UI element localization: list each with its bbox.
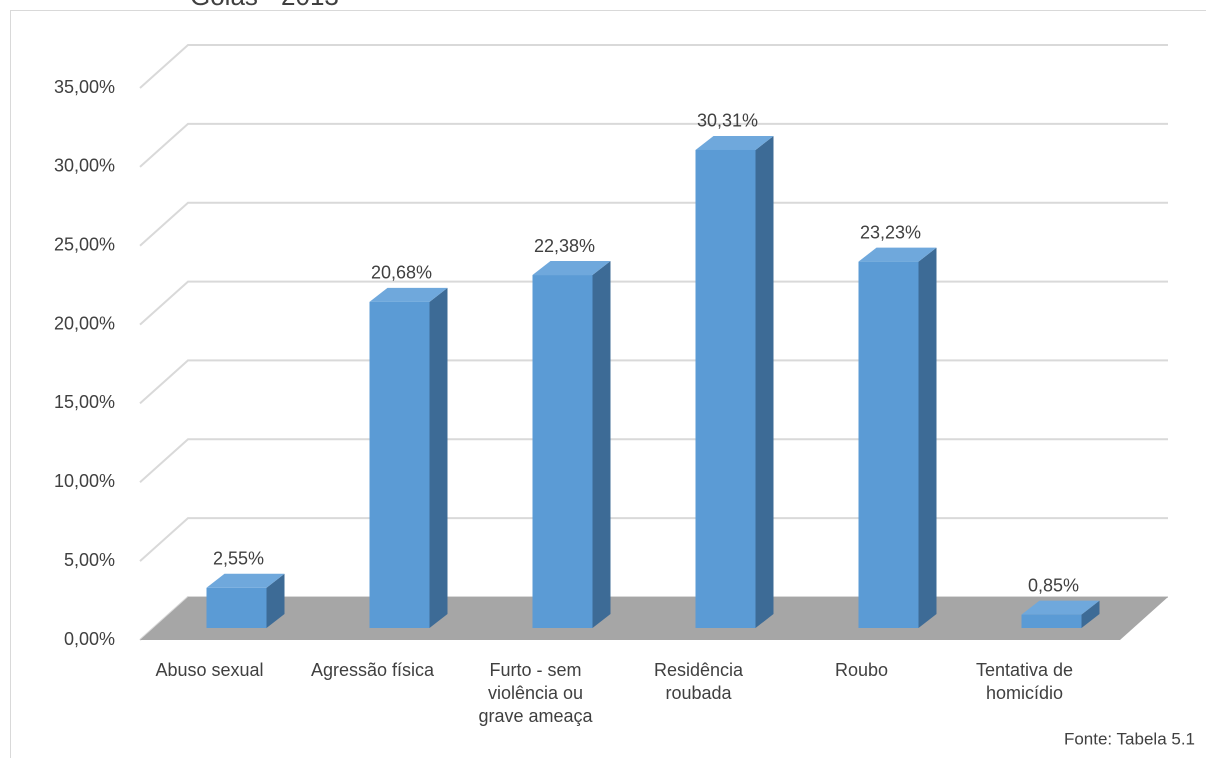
y-tick-label: 10,00% xyxy=(54,471,115,491)
x-tick-label: Agressão física xyxy=(310,660,435,680)
bar xyxy=(206,587,267,628)
x-tick-label: Tentativa de homicídio xyxy=(975,660,1074,703)
source-note: Fonte: Tabela 5.1 xyxy=(1064,729,1195,748)
bar-side xyxy=(918,247,937,629)
bar-side xyxy=(1081,600,1100,628)
y-tick-label: 20,00% xyxy=(54,313,115,333)
value-label: 23,23% xyxy=(860,222,921,242)
y-tick-label: 0,00% xyxy=(64,629,115,649)
bar-side xyxy=(429,287,448,628)
grid-line xyxy=(139,201,1168,247)
grid-line xyxy=(139,438,1168,484)
bar-side xyxy=(755,135,774,628)
x-tick-label: Residência roubada xyxy=(653,660,744,703)
bar-top xyxy=(369,287,448,302)
grid-line xyxy=(139,280,1168,326)
bar-side xyxy=(592,261,611,628)
bar-top xyxy=(206,573,285,588)
y-tick-label: 35,00% xyxy=(54,77,115,97)
bar-top xyxy=(532,261,611,276)
bar-top xyxy=(695,135,774,150)
x-tick-label: Abuso sexual xyxy=(155,660,264,680)
y-tick-label: 30,00% xyxy=(54,156,115,176)
grid-line xyxy=(139,517,1168,562)
bar-top xyxy=(1021,600,1100,615)
bar xyxy=(695,149,756,628)
y-tick-label: 5,00% xyxy=(64,550,115,570)
bar xyxy=(532,275,593,628)
y-tick-label: 15,00% xyxy=(54,392,115,412)
value-label: 2,55% xyxy=(213,549,264,569)
value-label: 22,38% xyxy=(534,236,595,256)
bar xyxy=(1021,614,1082,628)
grid-line xyxy=(139,122,1168,168)
x-tick-label: Furto - sem violência ou grave ameaça xyxy=(478,660,593,726)
bar xyxy=(858,261,919,628)
chart-title: Goiás - 2013 xyxy=(190,0,339,11)
y-tick-label: 25,00% xyxy=(54,234,115,254)
bar-side xyxy=(266,573,285,628)
grid-line xyxy=(139,44,1168,89)
bar xyxy=(369,301,430,628)
floor xyxy=(140,597,1168,640)
value-label: 30,31% xyxy=(697,111,758,131)
chart-frame xyxy=(10,10,1206,758)
grid-line xyxy=(139,359,1168,405)
x-tick-label: Roubo xyxy=(834,660,889,680)
bar-top xyxy=(858,247,937,262)
value-label: 20,68% xyxy=(371,263,432,283)
value-label: 0,85% xyxy=(1028,575,1079,595)
